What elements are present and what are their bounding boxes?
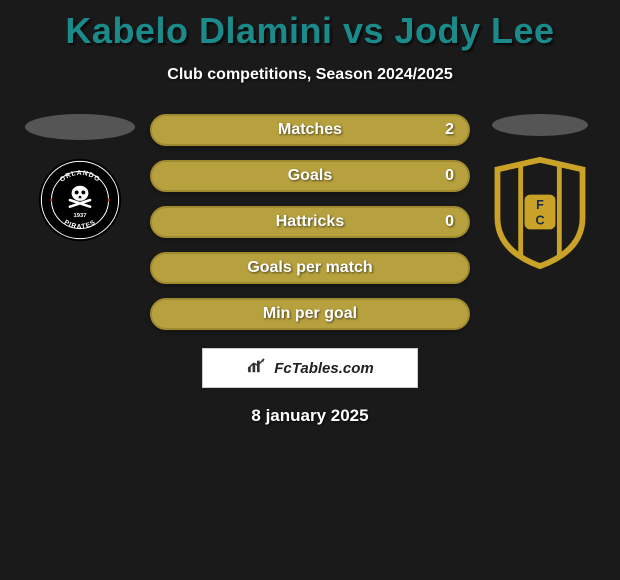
capetown-badge-icon: F C bbox=[482, 154, 598, 270]
team-left: ORLANDO PIRATES 1937 bbox=[20, 114, 140, 242]
pirates-badge-icon: ORLANDO PIRATES 1937 bbox=[38, 158, 122, 242]
stat-value: 2 bbox=[445, 121, 454, 139]
svg-text:F: F bbox=[536, 198, 544, 212]
stat-label: Hattricks bbox=[276, 213, 344, 231]
stat-label: Goals bbox=[288, 167, 332, 185]
stat-label: Matches bbox=[278, 121, 342, 139]
stat-bar-hattricks: Hattricks 0 bbox=[150, 206, 470, 238]
player-ellipse-right bbox=[492, 114, 588, 136]
subtitle: Club competitions, Season 2024/2025 bbox=[0, 66, 620, 84]
svg-text:C: C bbox=[535, 214, 544, 228]
team-right: F C bbox=[480, 114, 600, 270]
attribution-text: FcTables.com bbox=[274, 360, 373, 377]
comparison-card: Kabelo Dlamini vs Jody Lee Club competit… bbox=[0, 0, 620, 426]
stats-column: Matches 2 Goals 0 Hattricks 0 Goals per … bbox=[140, 114, 480, 330]
page-title: Kabelo Dlamini vs Jody Lee bbox=[0, 0, 620, 52]
stat-value: 0 bbox=[445, 213, 454, 231]
attribution-box[interactable]: FcTables.com bbox=[202, 348, 418, 388]
stat-bar-min-per-goal: Min per goal bbox=[150, 298, 470, 330]
stat-bar-matches: Matches 2 bbox=[150, 114, 470, 146]
player-ellipse-left bbox=[25, 114, 135, 140]
stat-value: 0 bbox=[445, 167, 454, 185]
stat-bar-goals: Goals 0 bbox=[150, 160, 470, 192]
stat-label: Goals per match bbox=[247, 259, 372, 277]
stat-bar-goals-per-match: Goals per match bbox=[150, 252, 470, 284]
date-line: 8 january 2025 bbox=[0, 406, 620, 426]
chart-icon bbox=[246, 358, 268, 379]
stat-label: Min per goal bbox=[263, 305, 357, 323]
main-row: ORLANDO PIRATES 1937 bbox=[0, 114, 620, 330]
svg-text:1937: 1937 bbox=[73, 213, 86, 219]
